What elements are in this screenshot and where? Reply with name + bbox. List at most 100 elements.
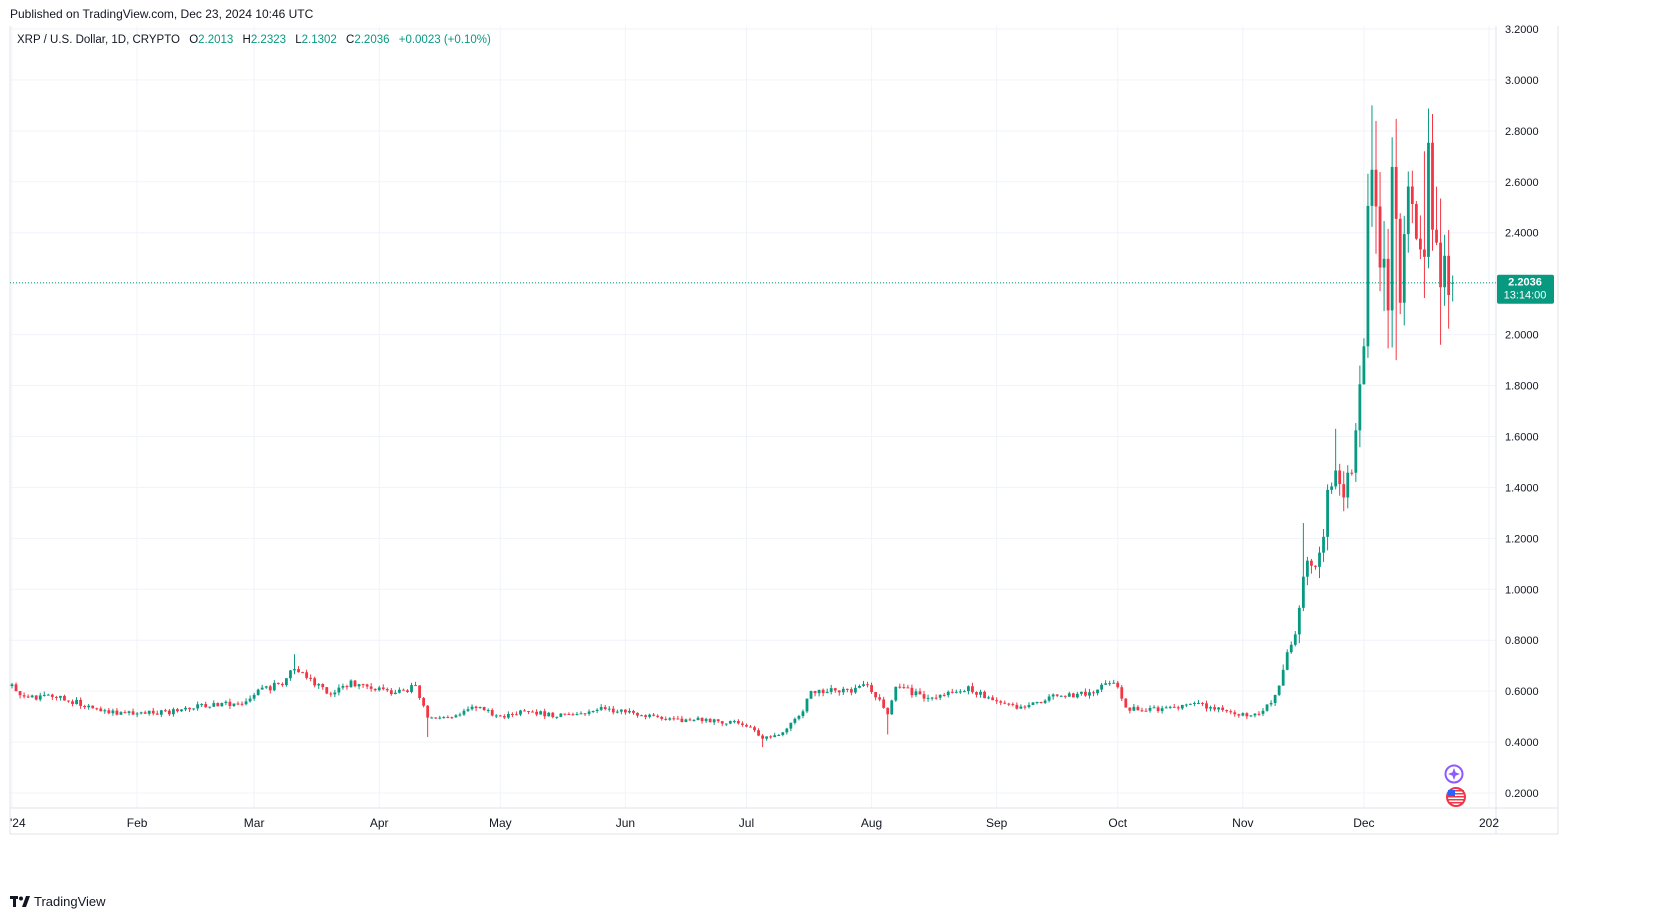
candle-body: [801, 711, 805, 717]
candle: [736, 719, 740, 725]
candle: [272, 680, 276, 692]
candle-body: [862, 684, 865, 686]
candle-body: [462, 710, 466, 715]
candle-body: [434, 717, 438, 719]
candle-body: [619, 709, 623, 712]
candle: [139, 711, 143, 715]
candle: [708, 718, 712, 723]
candle: [46, 693, 50, 696]
candle: [515, 711, 518, 716]
tradingview-brand[interactable]: TradingView: [10, 894, 106, 909]
candle: [135, 711, 139, 718]
candle: [1193, 701, 1196, 707]
candle: [595, 708, 599, 714]
symbol-title[interactable]: XRP / U.S. Dollar, 1D, CRYPTO: [17, 34, 180, 46]
candle-body: [1386, 258, 1390, 311]
candle-body: [486, 710, 490, 712]
candle-body: [264, 686, 268, 688]
candle-body: [1301, 576, 1305, 608]
x-tick-label: Feb: [127, 816, 148, 830]
candle-body: [1055, 694, 1059, 696]
candle-body: [741, 723, 744, 725]
candle: [176, 708, 179, 713]
candle: [224, 700, 228, 706]
candle-body: [280, 683, 284, 686]
high-value: 2.2323: [250, 34, 287, 46]
candle: [1310, 558, 1313, 574]
candle: [1382, 221, 1386, 312]
candle: [781, 731, 785, 737]
x-axis[interactable]: '24 Feb Mar Apr May Jun Jul Aug Sep Oct Nov Dec 202: [10, 816, 1499, 830]
candle: [1205, 700, 1208, 712]
candle: [1011, 702, 1015, 707]
candle-body: [571, 714, 575, 716]
candle-body: [1213, 707, 1216, 710]
candle: [486, 708, 490, 713]
candle: [34, 695, 38, 701]
candle-body: [971, 686, 974, 693]
candle: [91, 705, 95, 709]
candle: [870, 682, 873, 694]
y-axis[interactable]: 3.20003.00002.80002.60002.40002.20002.00…: [1505, 24, 1539, 800]
candle: [946, 690, 950, 698]
candle-body: [930, 697, 934, 699]
candle-body: [1075, 693, 1079, 698]
candle: [1188, 703, 1192, 705]
candle: [591, 710, 595, 713]
ideas-icon[interactable]: [1444, 764, 1464, 784]
candle-body: [385, 689, 389, 691]
candle-body: [1188, 703, 1192, 705]
candle-body: [1423, 249, 1426, 257]
candle: [571, 712, 575, 716]
candle-body: [1378, 206, 1382, 268]
candle: [317, 683, 321, 689]
candle-body: [414, 685, 417, 687]
candle-body: [1451, 282, 1455, 284]
candle-body: [716, 719, 720, 722]
candle-body: [1265, 704, 1269, 711]
candle-body: [1023, 706, 1027, 708]
candle-body: [18, 691, 22, 696]
candle: [155, 710, 159, 715]
candle: [470, 704, 474, 711]
candle: [555, 716, 559, 720]
candle-body: [220, 703, 224, 707]
candle: [228, 698, 232, 710]
candle: [894, 686, 898, 702]
candle-body: [700, 717, 704, 722]
candle-body: [1406, 186, 1410, 235]
candle: [159, 709, 163, 717]
candle-body: [1164, 707, 1168, 709]
candle-body: [1374, 169, 1378, 207]
candle: [688, 717, 692, 721]
candle: [789, 722, 793, 732]
candle-body: [999, 701, 1003, 703]
candle-body: [422, 698, 426, 706]
candle-body: [1043, 700, 1047, 703]
candle: [1406, 171, 1410, 253]
x-tick-label: 202: [1479, 816, 1499, 830]
candle-body: [680, 718, 684, 722]
candle: [1261, 707, 1265, 717]
candle: [636, 712, 639, 718]
candle-body: [1366, 205, 1370, 347]
candle: [1370, 105, 1374, 227]
candle-body: [46, 694, 50, 696]
candle-body: [1326, 489, 1329, 537]
candle-body: [942, 694, 946, 696]
side-icons[interactable]: [1444, 764, 1466, 807]
candle: [587, 709, 591, 716]
candle-body: [1221, 707, 1225, 711]
us-flag-icon[interactable]: [1446, 787, 1466, 807]
candle-body: [353, 680, 357, 687]
candle: [256, 688, 260, 696]
candle: [1197, 700, 1200, 705]
candle-body: [1398, 218, 1402, 303]
candle-body: [268, 686, 272, 691]
candle-body: [1104, 683, 1108, 685]
candle-body: [188, 707, 191, 710]
candle-body: [119, 712, 123, 715]
y-tick-label: 1.8000: [1505, 381, 1539, 393]
candle: [309, 674, 313, 682]
